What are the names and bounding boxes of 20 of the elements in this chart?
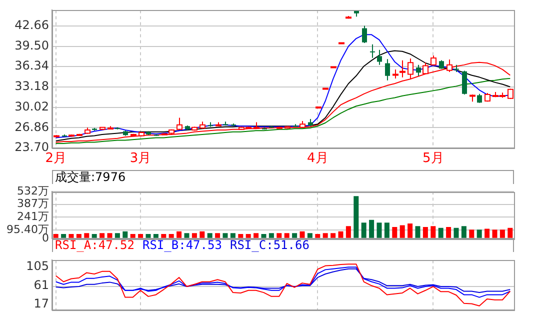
y-tick-label: 30.02 — [14, 99, 49, 114]
x-tick-label: 3月 — [130, 151, 152, 166]
y-tick-label: 387万 — [17, 197, 49, 210]
x-tick-label: 2月 — [45, 151, 66, 166]
y-tick-label: 61 — [34, 278, 49, 292]
y-tick-label: 105 — [26, 258, 49, 273]
series-label: RSI_A:47.52 — [55, 238, 134, 252]
text: RSI_C:51.66 — [230, 238, 310, 252]
y-tick-label: 42.66 — [14, 18, 49, 32]
y-tick-label: 17 — [34, 296, 49, 311]
x-tick-label: 5月 — [422, 151, 444, 166]
y-tick-label: 36.34 — [14, 58, 49, 73]
y-tick-label: 532万 — [17, 184, 49, 198]
chart-title: 成交量:7976 — [55, 170, 126, 184]
x-tick-label: 4月 — [307, 151, 328, 166]
y-tick-label: 39.50 — [14, 38, 49, 52]
text: RSI_B:47.53 — [142, 238, 222, 252]
y-tick-label: 241万 — [17, 210, 49, 224]
y-tick-label: 26.86 — [14, 120, 49, 134]
y-tick-label: 33.18 — [14, 79, 49, 94]
